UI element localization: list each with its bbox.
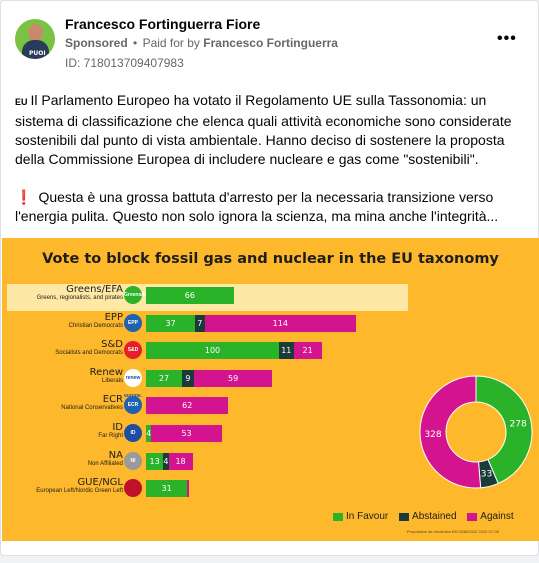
bar-gue-ngl: 31 [146, 480, 189, 498]
party-label-greens-efa: Greens/EFA Greens, regionalists, and pira… [37, 284, 123, 302]
author-avatar[interactable]: PUOI [15, 19, 55, 59]
bar-segment-against: 53 [151, 425, 222, 442]
bar-segment-in-favour: 31 [146, 480, 188, 498]
bar-segment-in-favour: 13 [146, 452, 164, 470]
donut-label-against: 328 [424, 430, 441, 440]
party-logo-icon: NI [124, 451, 142, 470]
donut-slice-against [419, 375, 482, 489]
donut-label-abstained: 33 [481, 470, 492, 480]
paragraph-2-text: Questa è una grossa battuta d'arresto pe… [15, 189, 499, 224]
party-name: GUE/NGL [77, 477, 123, 489]
bar-na: 13 4 18 [146, 452, 193, 470]
avatar-head [28, 24, 43, 41]
bar-ecr: 62 [146, 397, 229, 415]
party-name: EPP [104, 311, 123, 323]
party-subtitle: Socialists and Democrats [55, 350, 123, 357]
post-paragraph-1: EU Il Parlamento Europeo ha votato il Reg… [15, 91, 525, 169]
bar-segment-in-favour: 66 [146, 287, 234, 304]
bar-id: 4 53 [146, 425, 222, 442]
bar-epp: 37 7 114 [146, 314, 357, 332]
bar-segment-in-favour: 27 [146, 369, 182, 387]
chart-source: Proposition de résolution B9-0338/2022 2… [407, 529, 499, 534]
sponsored-line: Sponsored • Paid for by Francesco Fortin… [65, 36, 338, 50]
bar-segment-abstained: 9 [181, 369, 194, 387]
vote-donut-chart: 278 33 328 [419, 375, 533, 489]
party-logo-icon: EPP [124, 313, 142, 332]
legend-swatch-in-favour [333, 512, 343, 521]
party-subtitle: National Conservatives [61, 405, 123, 412]
party-name: Greens/EFA [66, 284, 123, 295]
paid-for-prefix: Paid for by [142, 36, 200, 50]
party-subtitle: Liberals [101, 377, 123, 384]
legend-in-favour: In Favour [346, 511, 389, 522]
bar-segment-against: 21 [293, 342, 322, 360]
party-name: ECR [102, 394, 123, 406]
vote-infographic[interactable]: Vote to block fossil gas and nuclear in … [2, 238, 539, 541]
bar-greens-efa: 66 [146, 287, 234, 304]
sponsored-label: Sponsored [65, 36, 128, 50]
avatar-badge-text: PUOI [29, 50, 46, 57]
party-subtitle: European Left/Nordic Green Left [36, 488, 123, 495]
party-logo-icon: renew europe. [124, 368, 142, 399]
chart-title: Vote to block fossil gas and nuclear in … [42, 251, 499, 267]
party-name: S&D [101, 339, 123, 351]
bar-segment-abstained: 7 [195, 314, 205, 332]
party-label-epp: EPP Christian Democrats [69, 312, 123, 330]
donut-slice-in-favour [475, 375, 533, 485]
bar-s-d: 100 11 21 [146, 342, 322, 360]
party-name: Renew [89, 366, 123, 378]
party-logo-icon [124, 479, 142, 498]
party-label-id: ID Far Right [98, 422, 123, 440]
donut-label-in-favour: 278 [510, 419, 527, 429]
legend-against: Against [480, 511, 514, 522]
post-paragraph-2: ❗ Questa è una grossa battuta d'arresto p… [15, 188, 525, 226]
bar-segment-in-favour: 100 [146, 342, 279, 360]
avatar-body [22, 40, 49, 59]
party-logo-icon: Greens/EFA [124, 286, 152, 304]
party-label-s-d: S&D Socialists and Democrats [55, 339, 123, 357]
party-label-renew: Renew Liberals [90, 367, 123, 385]
party-name: ID [112, 422, 123, 433]
ad-id: ID: 718013709407983 [65, 56, 184, 70]
bar-segment-against: 62 [146, 397, 229, 415]
party-subtitle: Greens, regionalists, and pirates [36, 295, 123, 301]
bar-segment-against [187, 480, 189, 498]
party-label-na: NA Non Affiliated [88, 450, 123, 468]
separator-dot: • [133, 36, 138, 50]
post-text: EU Il Parlamento Europeo ha votato il Reg… [15, 91, 525, 226]
exclamation-icon: ❗ [15, 189, 33, 205]
chart-legend: In Favour Abstained Against [333, 511, 522, 522]
paragraph-1-text: Il Parlamento Europeo ha votato il Regol… [15, 92, 512, 167]
party-subtitle: Christian Democrats [68, 322, 123, 329]
party-subtitle: Far Right [98, 433, 123, 439]
more-options-icon[interactable]: ••• [497, 30, 517, 47]
party-logo-icon: ECR [124, 396, 142, 415]
eu-flag-icon: EU [15, 97, 28, 107]
bar-segment-abstained: 4 [163, 452, 169, 470]
bar-renew: 27 9 59 [146, 369, 273, 387]
party-name: NA [108, 449, 123, 461]
bar-segment-in-favour: 37 [146, 314, 196, 332]
bar-segment-abstained: 11 [279, 342, 294, 360]
legend-swatch-against [467, 512, 478, 521]
bar-segment-against: 18 [168, 452, 193, 470]
party-label-gue-ngl: GUE/NGL European Left/Nordic Green Left [36, 477, 123, 495]
party-logo-icon: ID [124, 424, 142, 442]
party-subtitle: Non Affiliated [87, 460, 123, 467]
party-label-ecr: ECR National Conservatives [61, 394, 123, 412]
bar-segment-in-favour: 4 [146, 425, 152, 442]
legend-swatch-abstained [399, 512, 410, 521]
bar-segment-against: 59 [193, 369, 273, 387]
paid-for-name[interactable]: Francesco Fortinguerra [203, 36, 338, 50]
party-logo-icon: S&D [124, 341, 142, 360]
legend-abstained: Abstained [412, 511, 457, 522]
bar-segment-against: 114 [204, 314, 357, 332]
author-name[interactable]: Francesco Fortinguerra Fiore [65, 16, 261, 32]
